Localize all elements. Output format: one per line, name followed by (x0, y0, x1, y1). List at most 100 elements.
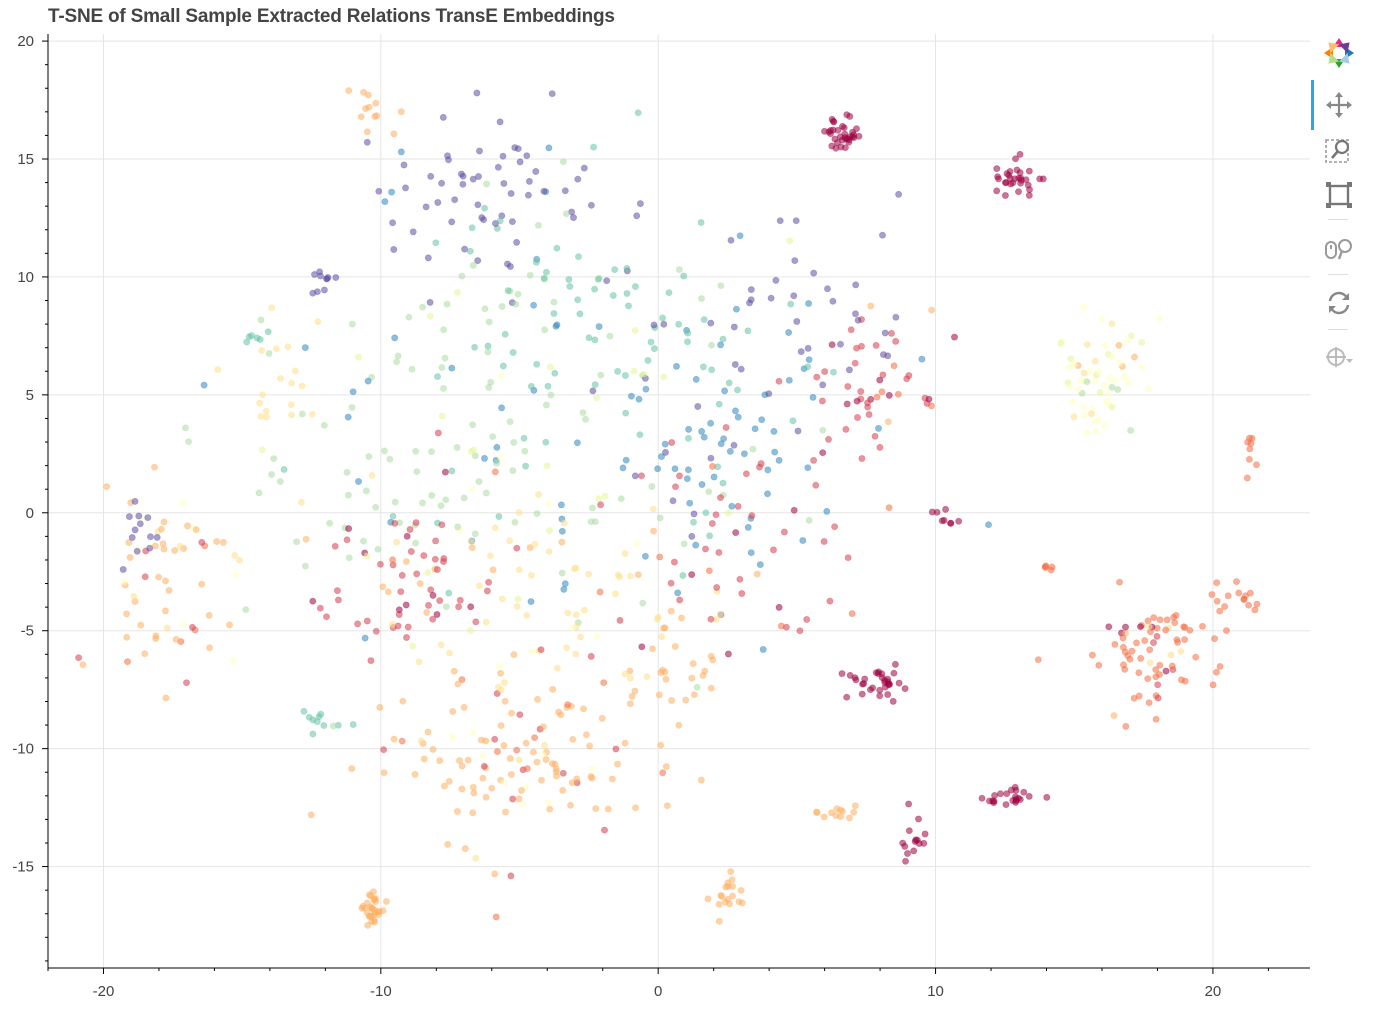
scatter-point (1253, 461, 1261, 469)
scatter-point (838, 670, 846, 678)
scatter-point (420, 552, 428, 560)
scatter-point (409, 642, 417, 650)
scatter-point (621, 739, 629, 747)
scatter-point (684, 338, 692, 346)
scatter-point (579, 409, 587, 417)
scatter-point (160, 518, 168, 526)
scatter-point (551, 369, 559, 377)
scatter-point (843, 111, 851, 119)
scatter-point (298, 410, 306, 418)
scatter-point (614, 760, 622, 768)
scatter-point (751, 425, 759, 433)
scatter-point (313, 718, 321, 726)
box-zoom-icon[interactable] (1322, 134, 1356, 168)
scatter-point (742, 470, 750, 478)
scatter-point (635, 395, 643, 403)
scatter-point (864, 403, 872, 411)
scatter-point (1144, 675, 1152, 683)
scatter-point (753, 570, 761, 578)
scatter-point (75, 654, 83, 662)
scatter-point (600, 679, 608, 687)
scatter-point (1145, 699, 1153, 707)
scatter-point (531, 540, 539, 548)
scatter-point (416, 580, 424, 588)
scatter-point (884, 418, 892, 426)
scatter-point (144, 514, 152, 522)
scatter-point (603, 277, 611, 285)
scatter-point (1100, 382, 1108, 390)
scatter-point (955, 517, 963, 525)
scatter-point (457, 170, 465, 178)
scatter-point (389, 556, 397, 564)
scatter-point (359, 537, 367, 545)
scatter-point (854, 316, 862, 324)
scatter-point (552, 322, 560, 330)
scatter-point (878, 388, 886, 396)
scatter-point (1080, 403, 1088, 411)
pan-icon[interactable] (1322, 88, 1356, 122)
scatter-point (601, 492, 609, 500)
scatter-point (375, 187, 383, 195)
scatter-point (892, 313, 900, 321)
scatter-point (349, 388, 357, 396)
scatter-point (606, 332, 614, 340)
scatter-point (179, 620, 187, 628)
scatter-point (732, 407, 740, 415)
scatter-point (705, 567, 713, 575)
scatter-point (503, 260, 511, 268)
scatter-point (448, 364, 456, 372)
scatter-point (162, 694, 170, 702)
reset-icon[interactable] (1322, 286, 1356, 320)
scatter-point (688, 571, 696, 579)
scatter-point (445, 649, 453, 657)
scatter-point (372, 99, 380, 107)
x-tick-label: 0 (654, 983, 662, 1000)
scatter-point (448, 218, 456, 226)
scatter-point (526, 544, 534, 552)
scatter-point (513, 544, 521, 552)
hover-icon[interactable] (1322, 340, 1356, 374)
scatter-point (1245, 601, 1253, 609)
scatter-point (513, 603, 521, 611)
scatter-point (181, 424, 189, 432)
scatter-point (258, 446, 266, 454)
scatter-point (506, 418, 514, 426)
scatter-point (1156, 661, 1164, 669)
scatter-point (558, 527, 566, 535)
scatter-point (1110, 712, 1118, 720)
scatter-point (540, 274, 548, 282)
scatter-point (468, 544, 476, 552)
scatter-point (1012, 155, 1020, 163)
scatter-point (420, 755, 428, 763)
scatter-point (427, 448, 435, 456)
scatter-point (480, 216, 488, 224)
y-tick-label: 5 (26, 387, 34, 404)
scatter-point (509, 467, 517, 475)
scatter-point (135, 512, 143, 520)
scatter-point (163, 624, 171, 632)
scatter-point (1011, 175, 1019, 183)
scatter-point (248, 332, 256, 340)
box-select-icon[interactable] (1322, 178, 1356, 212)
scatter-point (707, 615, 715, 623)
scatter-point (1026, 186, 1034, 194)
scatter-point (443, 300, 451, 308)
scatter-point (1253, 600, 1261, 608)
scatter-point (727, 236, 735, 244)
scatter-point (627, 392, 635, 400)
scatter-point (573, 775, 581, 783)
scatter-point (767, 294, 775, 302)
scatter-point (649, 645, 657, 653)
bokeh-logo-icon[interactable] (1322, 36, 1356, 70)
scatter-point (1150, 639, 1158, 647)
scatter-point (653, 615, 661, 623)
wheel-zoom-icon[interactable] (1322, 232, 1356, 266)
scatter-point (1216, 663, 1224, 671)
scatter-point (475, 147, 483, 155)
scatter-point (257, 316, 265, 324)
scatter-point (1152, 666, 1160, 674)
scatter-point (475, 478, 483, 486)
scatter-point (658, 633, 666, 641)
scatter-point (389, 219, 397, 227)
